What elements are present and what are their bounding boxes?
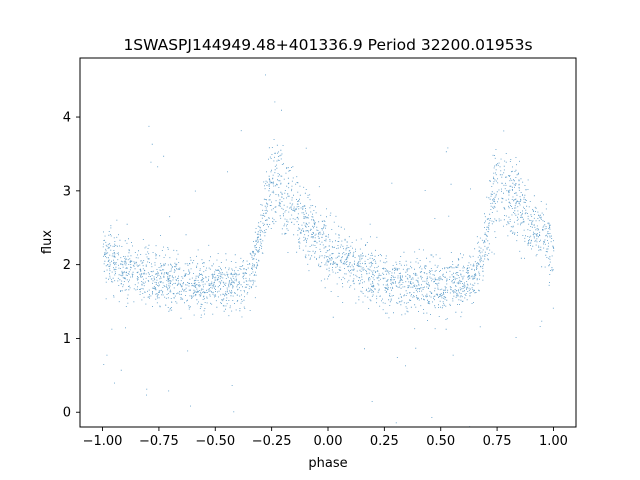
- x-tick-label: −0.75: [139, 434, 179, 449]
- x-tick-label: 0.50: [426, 434, 455, 449]
- y-tick-label: 1: [63, 332, 71, 347]
- y-tick-label: 4: [63, 111, 71, 126]
- y-tick-label: 0: [63, 406, 71, 421]
- y-axis-label: flux: [40, 230, 55, 254]
- chart-title: 1SWASPJ144949.48+401336.9 Period 32200.0…: [123, 36, 532, 54]
- x-tick-label: 0.25: [370, 434, 399, 449]
- x-tick-label: 0.75: [483, 434, 512, 449]
- y-tick-label: 2: [63, 258, 71, 273]
- x-tick-label: −0.50: [195, 434, 235, 449]
- y-axis: 0 1 2 3 4: [63, 111, 80, 421]
- x-tick-label: −0.25: [252, 434, 292, 449]
- y-tick-label: 3: [63, 184, 71, 199]
- x-tick-label: 0.00: [314, 434, 343, 449]
- x-axis: −1.00 −0.75 −0.50 −0.25 0.00 0.25 0.50 0.75 1.00: [83, 427, 568, 449]
- x-tick-label: 1.00: [539, 434, 568, 449]
- x-axis-label: phase: [308, 456, 347, 471]
- x-tick-label: −1.00: [83, 434, 123, 449]
